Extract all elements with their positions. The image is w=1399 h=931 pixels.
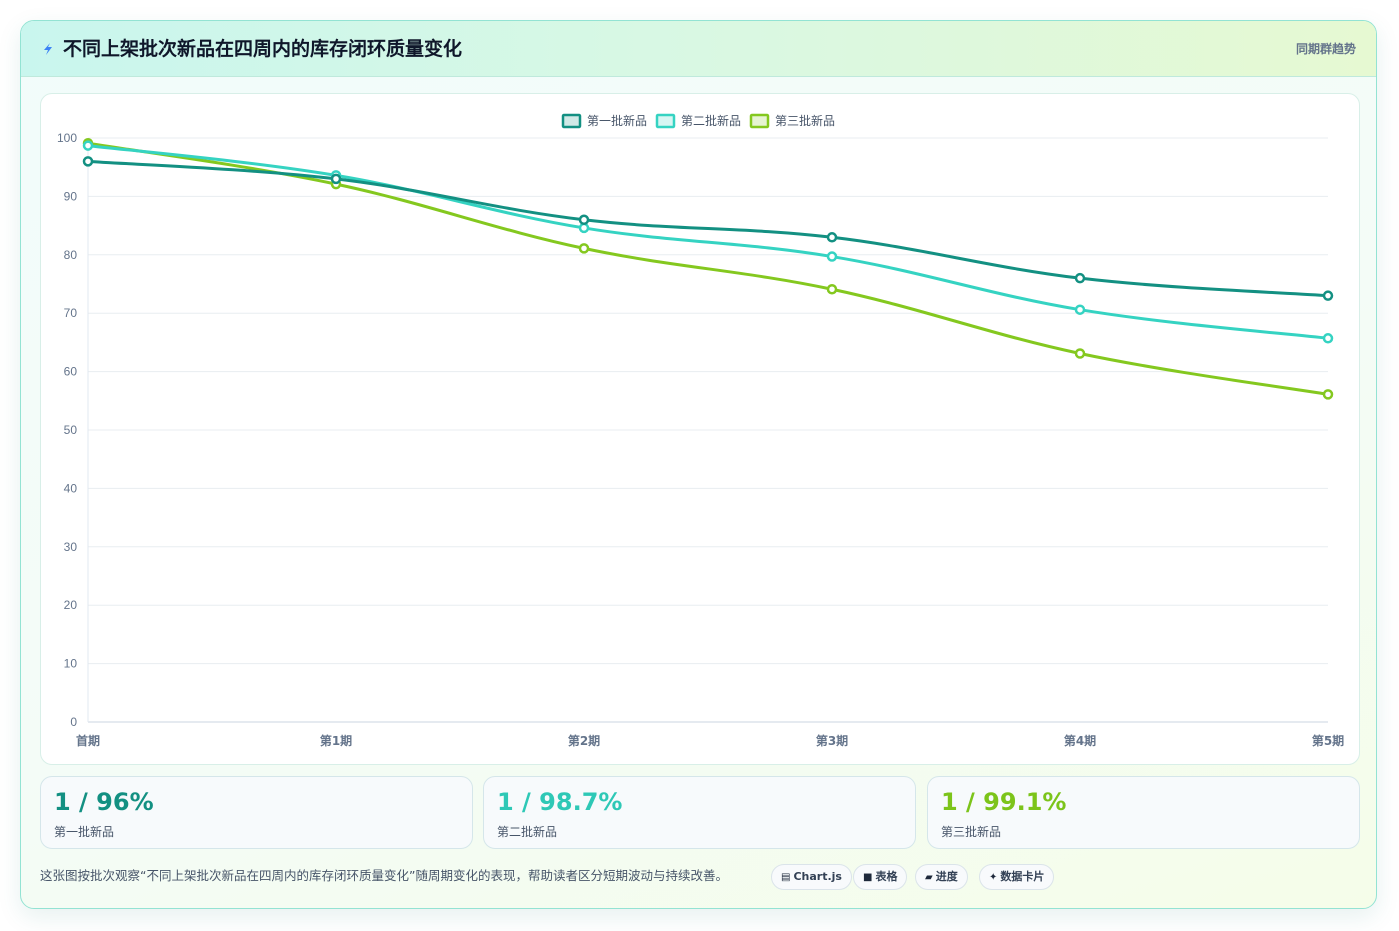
y-tick-label: 100 (57, 131, 77, 145)
lightning-icon (44, 43, 52, 55)
trend-badge: 同期群趋势 (1295, 42, 1356, 56)
stat-card-batch-3: 1 / 99.1% 第三批新品 (927, 776, 1360, 849)
x-tick-label: 第3期 (816, 733, 848, 748)
data-point (1322, 333, 1334, 344)
y-tick-label: 50 (64, 423, 78, 437)
y-tick-label: 30 (64, 540, 78, 554)
y-tick-label: 10 (64, 657, 78, 671)
y-tick-label: 0 (70, 715, 77, 729)
x-tick-label: 第5期 (1312, 733, 1344, 748)
data-point (578, 214, 590, 226)
tag-label: Chart.js (793, 870, 842, 883)
series-line (87, 141, 1329, 396)
data-point (1322, 290, 1334, 301)
tag-label: 数据卡片 (1000, 870, 1045, 883)
data-point (826, 284, 838, 295)
x-tick-label: 首期 (76, 733, 100, 748)
stat-card-batch-1: 1 / 96% 第一批新品 (40, 776, 473, 849)
legend-swatch (655, 113, 676, 129)
x-tick-label: 第4期 (1064, 733, 1096, 748)
tag-label: 进度 (935, 870, 958, 883)
data-point (1322, 389, 1334, 400)
stat-value: 1 / 99.1% (941, 788, 1067, 816)
legend-label: 第一批新品 (587, 113, 647, 128)
page-title: 不同上架批次新品在四周内的库存闭环质量变化 (63, 38, 463, 60)
tag-label: 表格 (875, 870, 898, 883)
card-header: 不同上架批次新品在四周内的库存闭环质量变化 同期群趋势 (21, 21, 1376, 77)
x-tick-label: 第2期 (568, 733, 600, 748)
data-point (330, 173, 342, 185)
y-tick-label: 90 (64, 189, 78, 203)
data-point (1074, 304, 1086, 315)
tag-chartjs[interactable]: ▤ Chart.js (771, 864, 852, 890)
stat-value: 1 / 96% (54, 788, 154, 816)
legend-swatch (561, 113, 582, 129)
data-point (82, 140, 94, 151)
sparkle-icon: ✦ (989, 872, 998, 883)
y-tick-label: 80 (64, 248, 78, 262)
x-tick-label: 第1期 (320, 733, 352, 748)
data-point (1074, 272, 1086, 284)
tag-progress[interactable]: ▰ 进度 (915, 864, 968, 890)
stat-label: 第一批新品 (54, 825, 115, 839)
series-line (87, 159, 1329, 298)
stat-label: 第三批新品 (941, 825, 1002, 839)
legend-label: 第三批新品 (775, 113, 835, 128)
line-chart: 0 10 20 30 40 50 60 70 80 90 100 首期 第1期 第2期 第3期 第4期 第5期 第… (57, 113, 1344, 748)
chart-card: 不同上架批次新品在四周内的库存闭环质量变化 同期群趋势 0 10 20 30 40 50 6… (20, 20, 1377, 909)
tag-data-card[interactable]: ✦ 数据卡片 (979, 864, 1055, 890)
y-tick-label: 60 (64, 365, 78, 379)
legend-label: 第二批新品 (681, 113, 741, 128)
stat-card-batch-2: 1 / 98.7% 第二批新品 (483, 776, 916, 849)
stat-label: 第二批新品 (497, 825, 558, 839)
y-tick-label: 70 (64, 306, 78, 320)
data-point (82, 156, 94, 167)
table-icon: ■ (863, 872, 873, 883)
tag-table[interactable]: ■ 表格 (853, 864, 908, 890)
chart-description: 这张图按批次观察“不同上架批次新品在四周内的库存闭环质量变化”随周期变化的表现，… (40, 868, 728, 883)
y-tick-label: 20 (64, 598, 78, 612)
progress-icon: ▰ (925, 872, 933, 883)
data-point (578, 222, 590, 234)
series-line (87, 144, 1329, 340)
data-point (578, 243, 590, 254)
data-point (826, 251, 838, 262)
data-point (826, 232, 838, 243)
chart-icon: ▤ (781, 872, 791, 883)
chart-panel: 0 10 20 30 40 50 60 70 80 90 100 首期 第1期 第2期 第3期 第4期 第5期 第… (40, 93, 1360, 765)
y-tick-label: 40 (64, 481, 78, 495)
data-point (1074, 348, 1086, 359)
legend-swatch (749, 113, 770, 129)
stat-value: 1 / 98.7% (497, 788, 623, 816)
